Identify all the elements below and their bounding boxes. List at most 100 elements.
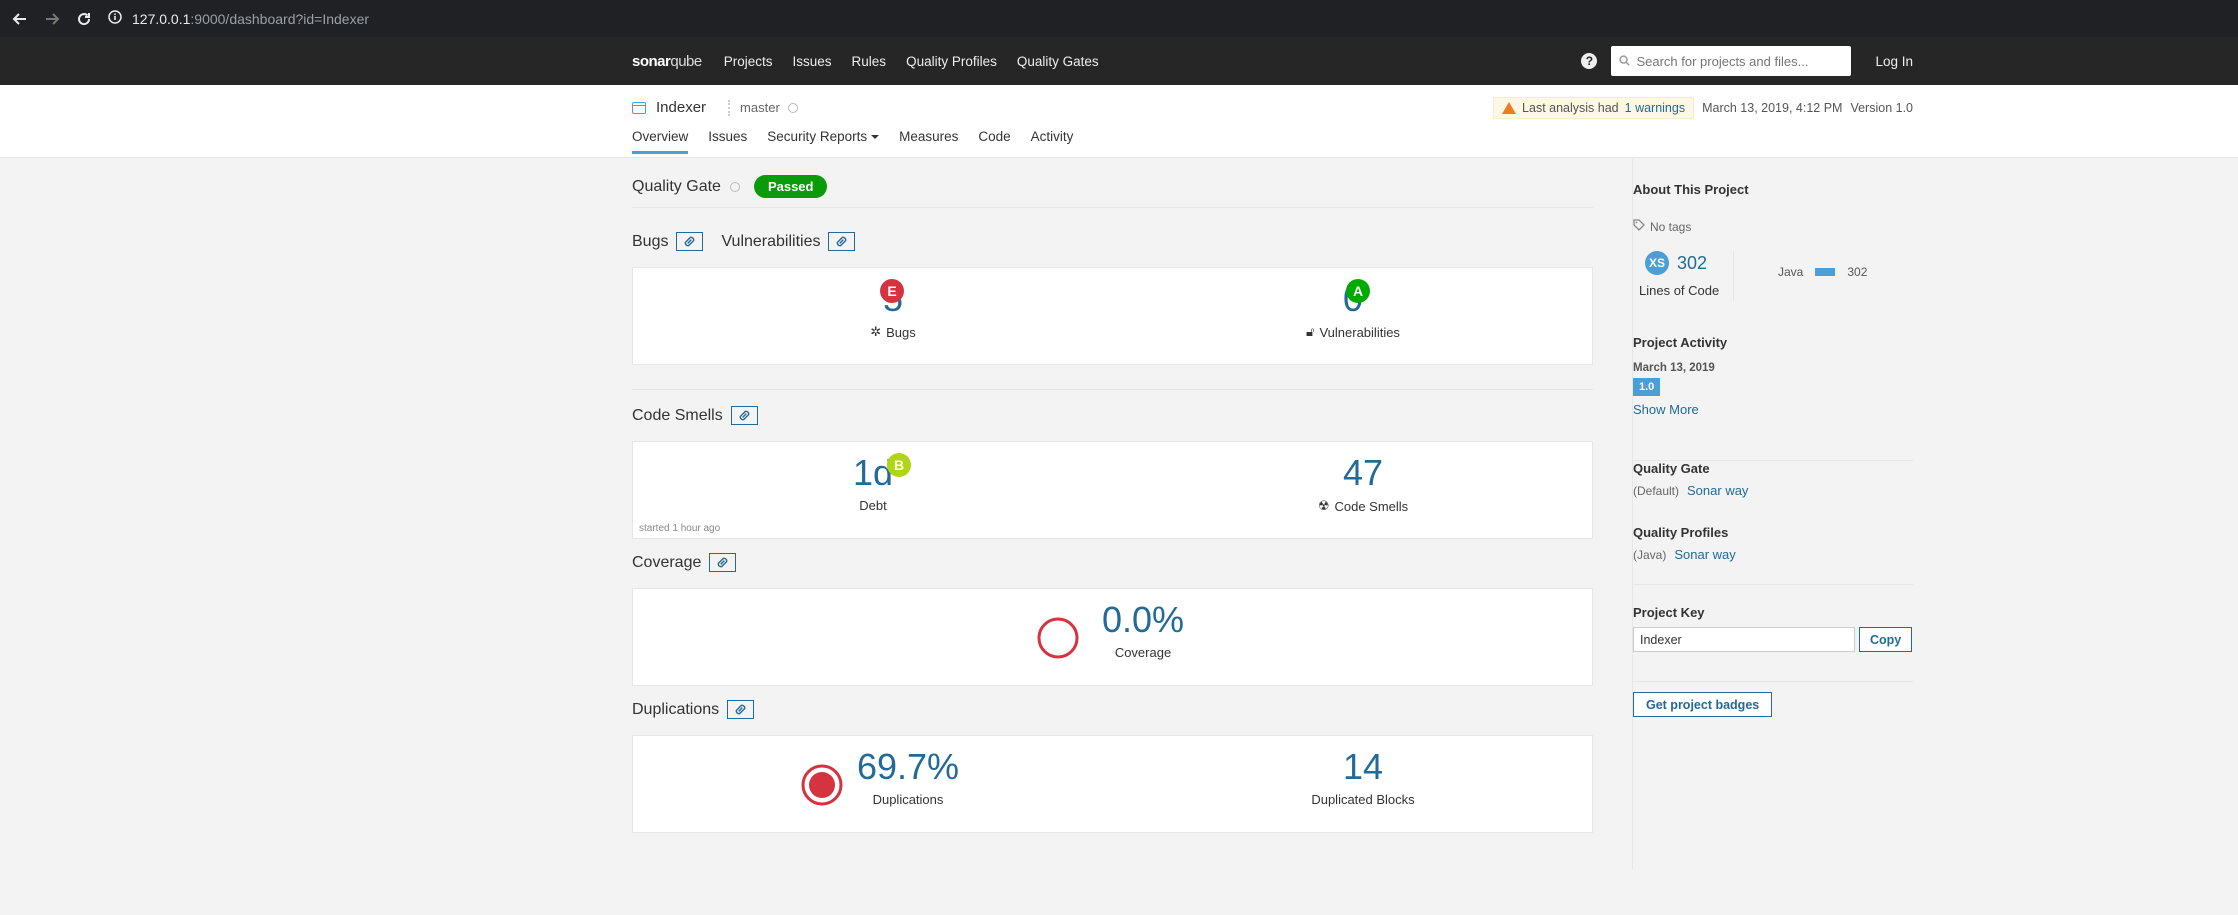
bugs-label: Bugs [886,324,916,340]
debt-value[interactable]: 1d [852,452,894,493]
nav-rules[interactable]: Rules [851,53,887,69]
branch-name: master [740,100,780,115]
analysis-warning: Last analysis had 1 warnings [1493,97,1695,119]
duplications-value[interactable]: 69.7% [856,746,960,787]
language-distribution: Java 302 [1778,265,1867,279]
global-navigation: sonarqube Projects Issues Rules Quality … [0,37,2238,85]
quality-gate-status: Quality Gate Passed [632,175,1593,208]
quality-gate-title: Quality Gate [632,177,721,195]
coverage-card: 0.0% Coverage [632,588,1593,686]
lock-icon: 🔓︎ [1306,324,1315,339]
tab-measures[interactable]: Measures [899,129,959,144]
project-icon [632,101,646,114]
project-key-input[interactable] [1633,627,1855,652]
tab-code[interactable]: Code [978,129,1011,144]
lang-loc: 302 [1847,265,1868,279]
loc-label: Lines of Code [1639,283,1720,298]
nav-quality-gates[interactable]: Quality Gates [1016,53,1099,69]
help-icon[interactable]: ? [1581,53,1598,69]
debt-measure[interactable]: 1d Debt [818,452,928,513]
quality-gate-help-icon[interactable] [729,181,740,192]
coverage-donut[interactable] [1036,616,1080,660]
vulnerabilities-title: Vulnerabilities [721,232,821,250]
duplications-history-link-icon[interactable] [727,700,755,719]
vulnerabilities-rating[interactable]: A [1346,279,1370,303]
activity-title: Project Activity [1633,335,1728,350]
login-link[interactable]: Log In [1875,53,1913,69]
tab-issues[interactable]: Issues [708,129,748,144]
project-version: Version 1.0 [1850,101,1913,115]
project-header: Indexer master Last analysis had 1 warni… [0,85,2238,158]
tab-activity[interactable]: Activity [1030,129,1074,144]
info-icon [108,10,122,27]
get-badges-button[interactable]: Get project badges [1633,692,1773,717]
branch-separator [728,99,731,116]
duplicated-blocks-value[interactable]: 14 [1342,746,1384,787]
nav-projects[interactable]: Projects [723,53,773,69]
nav-quality-profiles[interactable]: Quality Profiles [906,53,997,69]
vulnerabilities-label: Vulnerabilities [1319,324,1400,340]
analysis-date: March 13, 2019, 4:12 PM [1702,101,1843,115]
tags[interactable]: No tags [1633,219,1913,234]
duplications-title: Duplications [632,700,720,718]
loc-value[interactable]: 302 [1677,252,1708,273]
back-arrow-icon[interactable] [8,7,32,31]
duplications-header: Duplications [632,700,764,719]
quality-gate-sidebar-title: Quality Gate [1633,461,1710,476]
code-smells-title: Code Smells [632,406,723,424]
code-smells-measure[interactable]: 47 ☢︎ Code Smells [1298,452,1428,514]
lang-bar [1815,268,1836,276]
duplications-label: Duplications [872,792,944,807]
quality-gate-badge: Passed [753,175,828,198]
forward-arrow-icon[interactable] [40,7,64,31]
code-smells-history-link-icon[interactable] [730,406,758,425]
coverage-header: Coverage [632,553,746,572]
about-title: About This Project [1633,182,1749,197]
coverage-value[interactable]: 0.0% [1101,599,1185,640]
code-smell-icon: ☢︎ [1317,498,1330,513]
search-input[interactable] [1636,53,1837,69]
code-smells-value[interactable]: 47 [1342,452,1384,493]
code-smells-label: Code Smells [1334,498,1409,514]
project-name[interactable]: Indexer [656,99,707,116]
duplications-card: 69.7% Duplications 14 Duplicated Blocks [632,735,1593,833]
tab-security-reports[interactable]: Security Reports [767,129,880,154]
duplicated-blocks-measure[interactable]: 14 Duplicated Blocks [1293,746,1433,807]
quality-profile-link[interactable]: Sonar way [1674,547,1736,562]
sonarqube-logo[interactable]: sonarqube [632,52,702,70]
warnings-link[interactable]: 1 warnings [1624,101,1686,115]
activity-version-tag: 1.0 [1633,378,1661,396]
branch-help-icon[interactable] [787,102,798,113]
copy-key-button[interactable]: Copy [1859,627,1913,652]
address-bar[interactable]: 127.0.0.1:9000/dashboard?id=Indexer [108,5,369,33]
search-icon [1619,54,1631,69]
bugs-rating[interactable]: E [880,279,904,303]
global-search[interactable] [1611,46,1852,76]
coverage-measure[interactable]: 0.0% Coverage [1093,599,1193,660]
bugs-history-link-icon[interactable] [676,232,704,251]
started-note: started 1 hour ago [639,523,721,534]
quality-profiles-title: Quality Profiles [1633,525,1729,540]
vulns-history-link-icon[interactable] [828,232,856,251]
reload-icon[interactable] [72,7,96,31]
debt-rating[interactable]: B [887,453,911,477]
duplications-donut[interactable] [800,763,844,807]
size-rating-badge: XS [1645,251,1669,275]
project-key-title: Project Key [1633,605,1705,620]
warning-icon [1502,102,1517,114]
bug-icon: ✲ [870,324,882,339]
code-smells-header: Code Smells [632,406,768,425]
code-smells-card: 1d Debt B 47 ☢︎ Code Smells started 1 hou… [632,441,1593,539]
show-more-link[interactable]: Show More [1633,402,1699,417]
quality-gate-link[interactable]: Sonar way [1687,483,1749,498]
nav-issues[interactable]: Issues [792,53,832,69]
bugs-vulns-header: Bugs Vulnerabilities [632,232,865,251]
coverage-history-link-icon[interactable] [709,553,737,572]
tab-overview[interactable]: Overview [632,129,689,154]
duplications-measure[interactable]: 69.7% Duplications [848,746,968,807]
debt-label: Debt [859,498,887,513]
caret-down-icon [871,135,880,140]
activity-date: March 13, 2019 [1633,362,1715,374]
url-path: :9000/dashboard?id=Indexer [190,10,370,27]
divider [632,389,1593,390]
